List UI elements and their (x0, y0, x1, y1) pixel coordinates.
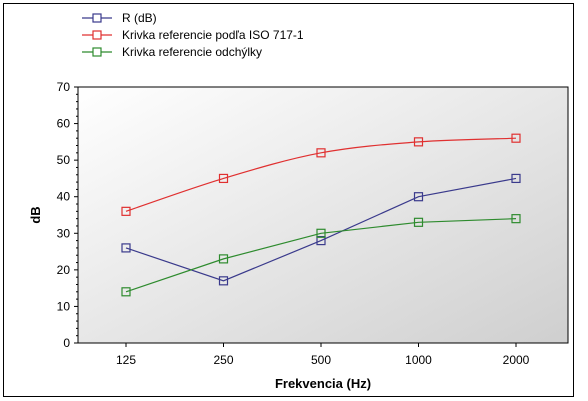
legend-label: R (dB) (122, 11, 157, 25)
legend-marker (92, 30, 102, 40)
series-3 (121, 214, 521, 297)
data-point-1000 (413, 137, 424, 147)
data-point-1000 (413, 217, 424, 227)
series-line (125, 218, 517, 293)
data-point-2000 (511, 133, 521, 143)
legend-item-3: Krivka referencie odchýlky (82, 45, 262, 59)
y-tick-label: 40 (57, 190, 71, 204)
data-point-500 (316, 236, 326, 246)
data-point-125 (121, 243, 131, 253)
x-tick-label: 2000 (503, 353, 530, 367)
data-point-500 (316, 228, 326, 238)
y-tick-label: 30 (57, 226, 71, 240)
legend-label: Krivka referencie podľa ISO 717-1 (122, 28, 304, 42)
legend-marker (92, 47, 102, 57)
x-axis-title: Frekvencia (Hz) (275, 376, 371, 391)
legend-marker (92, 13, 102, 23)
plot-area (77, 86, 569, 344)
y-tick-label: 50 (57, 153, 71, 167)
data-point-125 (121, 287, 131, 297)
legend: R (dB) Krivka referencie podľa ISO 717-1 K… (82, 11, 304, 59)
y-tick-label: 0 (63, 336, 70, 350)
x-tick-label: 250 (213, 353, 233, 367)
series-layer (121, 133, 521, 297)
series-line (125, 137, 517, 212)
y-axis: 0 10 20 30 40 50 60 70 (57, 80, 78, 350)
y-axis-title: dB (28, 206, 43, 223)
data-point-2000 (511, 214, 521, 224)
legend-label: Krivka referencie odchýlky (122, 45, 262, 59)
data-point-250 (218, 173, 229, 184)
y-tick-label: 70 (57, 80, 71, 94)
y-tick-label: 10 (57, 299, 71, 313)
data-point-250 (218, 254, 229, 264)
data-point-500 (316, 148, 326, 158)
data-point-1000 (413, 192, 424, 202)
data-point-125 (121, 206, 131, 216)
x-tick-label: 1000 (405, 353, 432, 367)
chart-frame: 0 10 20 30 40 50 60 70 125 250 500 1000 2000 R (dB)… (3, 3, 574, 397)
data-point-250 (218, 276, 229, 286)
series-2 (121, 133, 521, 216)
x-axis: 125 250 500 1000 2000 (116, 343, 530, 367)
legend-item-1: R (dB) (82, 11, 157, 25)
y-tick-label: 20 (57, 263, 71, 277)
x-tick-label: 125 (116, 353, 136, 367)
data-point-2000 (511, 173, 521, 184)
x-tick-label: 500 (311, 353, 331, 367)
y-tick-label: 60 (57, 117, 71, 131)
line-chart: 0 10 20 30 40 50 60 70 125 250 500 1000 2000 R (dB)… (28, 11, 569, 391)
legend-item-2: Krivka referencie podľa ISO 717-1 (82, 28, 304, 42)
